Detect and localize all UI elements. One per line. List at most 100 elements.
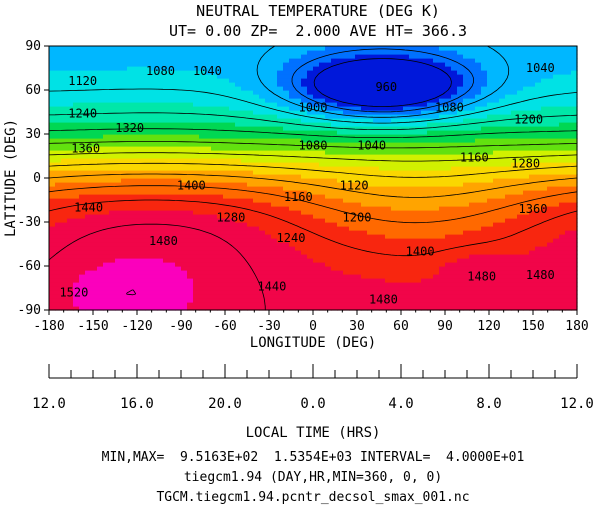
- field-cell: [121, 202, 128, 207]
- field-cell: [163, 174, 170, 179]
- field-cell: [295, 294, 302, 299]
- field-cell: [229, 154, 236, 159]
- field-cell: [349, 74, 356, 79]
- field-cell: [139, 306, 146, 311]
- field-cell: [343, 50, 350, 55]
- field-cell: [229, 250, 236, 255]
- field-cell: [241, 138, 248, 143]
- field-cell: [319, 194, 326, 199]
- field-cell: [487, 262, 494, 267]
- field-cell: [475, 198, 482, 203]
- field-cell: [229, 290, 236, 295]
- field-cell: [319, 286, 326, 291]
- field-cell: [433, 230, 440, 235]
- field-cell: [373, 234, 380, 239]
- field-cell: [97, 142, 104, 147]
- field-cell: [247, 214, 254, 219]
- field-cell: [313, 274, 320, 279]
- field-cell: [151, 266, 158, 271]
- field-cell: [151, 146, 158, 151]
- field-cell: [439, 78, 446, 83]
- field-cell: [289, 74, 296, 79]
- field-cell: [271, 206, 278, 211]
- field-cell: [313, 218, 320, 223]
- field-cell: [73, 162, 80, 167]
- field-cell: [73, 226, 80, 231]
- field-cell: [91, 114, 98, 119]
- field-cell: [487, 46, 494, 51]
- field-cell: [187, 114, 194, 119]
- field-cell: [85, 154, 92, 159]
- field-cell: [427, 222, 434, 227]
- field-cell: [289, 214, 296, 219]
- field-cell: [343, 254, 350, 259]
- field-cell: [241, 74, 248, 79]
- field-cell: [115, 138, 122, 143]
- field-cell: [427, 58, 434, 63]
- field-cell: [241, 246, 248, 251]
- field-cell: [223, 166, 230, 171]
- field-cell: [223, 70, 230, 75]
- field-cell: [211, 78, 218, 83]
- field-cell: [169, 178, 176, 183]
- field-cell: [103, 130, 110, 135]
- field-cell: [367, 118, 374, 123]
- field-cell: [67, 170, 74, 175]
- field-cell: [493, 46, 500, 51]
- field-cell: [193, 150, 200, 155]
- field-cell: [421, 166, 428, 171]
- field-cell: [283, 50, 290, 55]
- field-cell: [463, 58, 470, 63]
- field-cell: [439, 118, 446, 123]
- field-cell: [241, 130, 248, 135]
- field-cell: [253, 294, 260, 299]
- field-cell: [79, 118, 86, 123]
- field-cell: [181, 234, 188, 239]
- field-cell: [151, 106, 158, 111]
- field-cell: [313, 114, 320, 119]
- field-cell: [439, 74, 446, 79]
- field-cell: [451, 90, 458, 95]
- field-cell: [355, 142, 362, 147]
- field-cell: [403, 50, 410, 55]
- field-cell: [241, 106, 248, 111]
- field-cell: [55, 118, 62, 123]
- field-cell: [91, 250, 98, 255]
- field-cell: [217, 54, 224, 59]
- field-cell: [193, 254, 200, 259]
- field-cell: [415, 86, 422, 91]
- field-cell: [499, 154, 506, 159]
- field-cell: [151, 130, 158, 135]
- field-cell: [391, 258, 398, 263]
- field-cell: [427, 214, 434, 219]
- field-cell: [325, 186, 332, 191]
- field-cell: [49, 282, 56, 287]
- field-cell: [139, 242, 146, 247]
- field-cell: [199, 222, 206, 227]
- field-cell: [175, 114, 182, 119]
- field-cell: [265, 78, 272, 83]
- field-cell: [421, 226, 428, 231]
- field-cell: [91, 234, 98, 239]
- field-cell: [409, 98, 416, 103]
- field-cell: [415, 290, 422, 295]
- field-cell: [499, 298, 506, 303]
- field-cell: [247, 218, 254, 223]
- field-cell: [349, 266, 356, 271]
- field-cell: [199, 198, 206, 203]
- field-cell: [259, 110, 266, 115]
- field-cell: [163, 86, 170, 91]
- field-cell: [223, 286, 230, 291]
- field-cell: [487, 210, 494, 215]
- field-cell: [73, 70, 80, 75]
- field-cell: [445, 282, 452, 287]
- field-cell: [427, 278, 434, 283]
- field-cell: [337, 190, 344, 195]
- field-cell: [265, 154, 272, 159]
- field-cell: [451, 302, 458, 307]
- field-cell: [415, 174, 422, 179]
- field-cell: [319, 150, 326, 155]
- field-cell: [391, 106, 398, 111]
- field-cell: [307, 210, 314, 215]
- field-cell: [271, 198, 278, 203]
